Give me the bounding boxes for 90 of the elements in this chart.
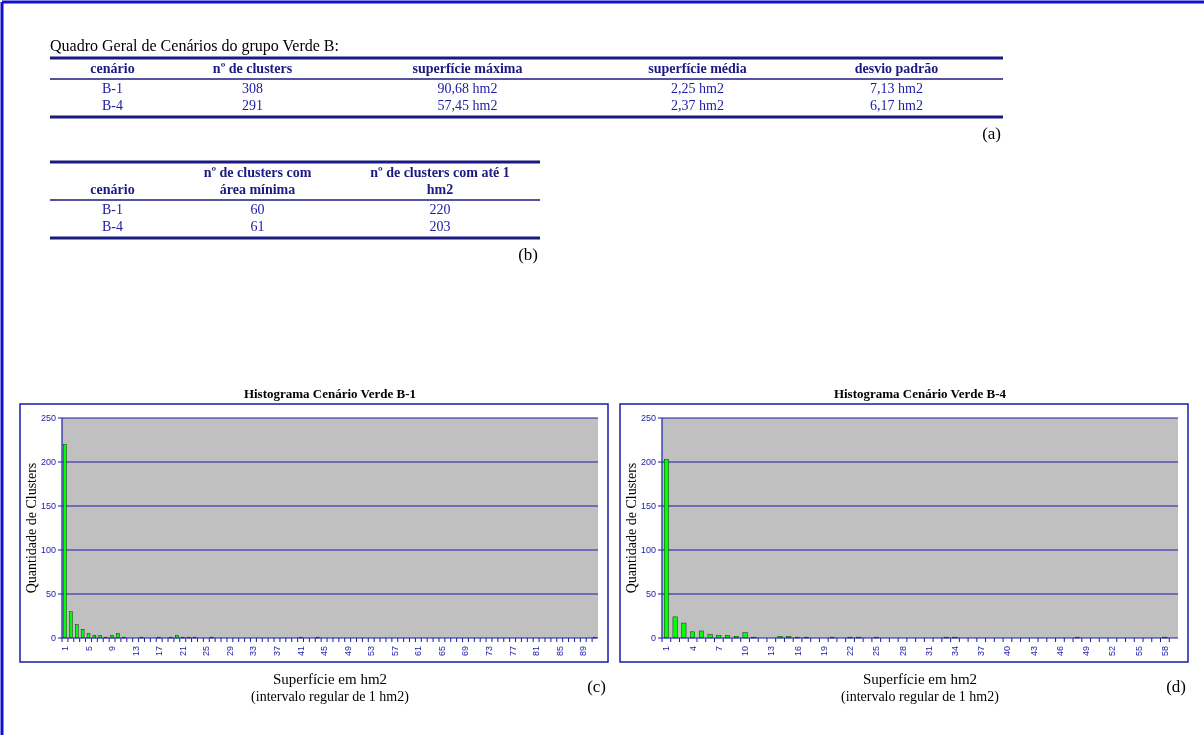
- y-tick-label: 200: [640, 457, 656, 467]
- y-axis-title: Quantidade de Clusters: [624, 462, 639, 594]
- x-tick-label: 37: [271, 646, 282, 657]
- category-label: nº de clusters com área mínima: [203, 165, 312, 197]
- text: 291: [242, 98, 263, 113]
- x-tick-label: 58: [1159, 646, 1170, 657]
- x-tick-label: 19: [818, 646, 829, 657]
- text: 60: [250, 202, 265, 217]
- x-tick-label: 77: [507, 646, 518, 657]
- x-tick-label: 40: [1002, 646, 1013, 657]
- category-label: cenário: [90, 182, 135, 197]
- x-tick-label: 43: [1028, 646, 1039, 657]
- chart-title: Histograma Cenário Verde B-1: [243, 386, 417, 401]
- x-tick-label: 33: [248, 646, 259, 657]
- x-tick-label: 4: [687, 646, 698, 652]
- text: 203: [429, 219, 451, 234]
- text: 61: [250, 219, 265, 234]
- y-tick-label: 200: [40, 457, 56, 467]
- x-tick-label: 49: [1081, 646, 1092, 657]
- category-label: superfície máxima: [412, 61, 523, 76]
- category-label: desvio padrão: [854, 61, 939, 76]
- x-tick-label: 73: [484, 646, 495, 657]
- x-tick-label: 49: [342, 646, 353, 657]
- x-tick-label: 28: [897, 646, 908, 657]
- text: 90,68 hm2: [437, 81, 498, 96]
- x-tick-label: 89: [578, 646, 589, 657]
- y-tick-label: 100: [40, 545, 56, 555]
- text: B-4: [102, 219, 123, 234]
- text: 220: [429, 202, 451, 217]
- x-tick-label: 41: [295, 646, 306, 657]
- x-tick-label: 10: [740, 646, 751, 657]
- text: B-4: [102, 98, 123, 113]
- x-tick-label: 61: [413, 646, 424, 657]
- y-tick-label: 250: [40, 413, 56, 423]
- x-tick-label: 57: [389, 646, 400, 657]
- x-tick-label: 1: [59, 646, 70, 652]
- category-label: superfície média: [648, 61, 747, 76]
- y-tick-label: 0: [50, 633, 56, 643]
- category-label: nº de clusters: [212, 61, 293, 76]
- x-axis-title: Superfície em hm2 (intervalo regular de 1 hm2): [251, 671, 410, 705]
- x-tick-label: 21: [177, 646, 188, 657]
- text: B-1: [102, 202, 123, 217]
- x-tick-label: 1: [661, 646, 672, 652]
- text: 6,17 hm2: [870, 98, 923, 113]
- x-tick-label: 37: [976, 646, 987, 657]
- x-tick-label: 29: [224, 646, 235, 657]
- text: (b): [518, 245, 538, 264]
- category-label: nº de clusters com até 1 hm2: [370, 165, 510, 197]
- x-tick-label: 16: [792, 646, 803, 657]
- text: B-1: [102, 81, 123, 96]
- x-tick-label: 65: [436, 646, 447, 657]
- x-axis-title: Superfície em hm2 (intervalo regular de 1 hm2): [841, 671, 1000, 705]
- x-tick-label: 81: [531, 646, 542, 657]
- text: 2,37 hm2: [671, 98, 724, 113]
- text: 2,25 hm2: [671, 81, 724, 96]
- x-tick-label: 53: [366, 646, 377, 657]
- y-tick-label: 150: [640, 501, 656, 511]
- text: Quadro Geral de Cenários do grupo Verde B:: [50, 37, 339, 55]
- text: (c): [587, 677, 606, 696]
- text: 7,13 hm2: [870, 81, 923, 96]
- x-tick-label: 25: [871, 646, 882, 657]
- text: 57,45 hm2: [437, 98, 498, 113]
- text: 308: [242, 81, 263, 96]
- y-tick-label: 150: [40, 501, 56, 511]
- y-axis-title: Quantidade de Clusters: [24, 462, 39, 594]
- x-tick-label: 22: [845, 646, 856, 657]
- y-tick-label: 50: [645, 589, 656, 599]
- x-tick-label: 7: [713, 646, 724, 652]
- x-tick-label: 9: [107, 646, 118, 652]
- category-label: cenário: [90, 61, 135, 76]
- x-tick-label: 31: [923, 646, 934, 657]
- text: (d): [1166, 677, 1186, 696]
- x-tick-label: 85: [554, 646, 565, 657]
- x-tick-label: 5: [83, 646, 94, 652]
- x-tick-label: 13: [130, 646, 141, 657]
- y-tick-label: 0: [650, 633, 656, 643]
- x-tick-label: 69: [460, 646, 471, 657]
- x-tick-label: 52: [1107, 646, 1118, 657]
- y-tick-label: 50: [45, 589, 56, 599]
- text: (a): [982, 124, 1001, 143]
- x-tick-label: 34: [949, 646, 960, 657]
- x-tick-label: 17: [154, 646, 165, 657]
- x-tick-label: 45: [319, 646, 330, 657]
- x-tick-label: 46: [1054, 646, 1065, 657]
- x-tick-label: 13: [766, 646, 777, 657]
- y-tick-label: 250: [640, 413, 656, 423]
- x-tick-label: 55: [1133, 646, 1144, 657]
- chart-title: Histograma Cenário Verde B-4: [833, 386, 1007, 401]
- y-tick-label: 100: [640, 545, 656, 555]
- x-tick-label: 25: [201, 646, 212, 657]
